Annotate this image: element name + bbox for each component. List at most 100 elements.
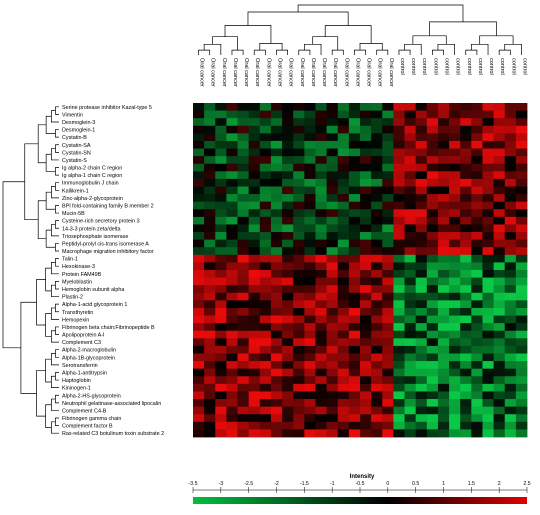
heatmap-cell: [226, 368, 238, 377]
heatmap-cell: [337, 110, 350, 119]
heatmap-cell: [360, 148, 372, 157]
heatmap-cell: [415, 247, 428, 256]
colorbar-title: Intensity: [350, 474, 375, 480]
heatmap-cell: [270, 330, 283, 339]
heatmap-cell: [270, 224, 283, 233]
heatmap-cell: [393, 140, 405, 149]
heatmap-cell: [282, 262, 294, 271]
heatmap-cell: [471, 270, 483, 278]
heatmap-cell: [270, 194, 283, 203]
heatmap-cell: [348, 103, 361, 111]
heatmap-cell: [515, 163, 528, 172]
heatmap-cell: [348, 307, 361, 316]
heatmap-cell: [204, 414, 216, 423]
heatmap-cell: [348, 110, 361, 119]
heatmap-cell: [304, 323, 316, 332]
heatmap-cell: [382, 239, 394, 248]
heatmap-cell: [515, 118, 528, 127]
heatmap-cell: [270, 209, 283, 218]
heatmap-cell: [248, 110, 261, 119]
heatmap-cell: [482, 270, 494, 278]
heatmap-cell: [404, 262, 417, 271]
heatmap-cell: [259, 110, 272, 119]
heatmap-cell: [460, 163, 472, 172]
heatmap-cell: [493, 414, 506, 423]
dendrogram-branch: [276, 49, 288, 55]
heatmap-cell: [326, 421, 339, 430]
heatmap-cell: [237, 353, 250, 362]
heatmap-cell: [193, 315, 205, 324]
heatmap-cell: [482, 118, 494, 127]
heatmap-cell: [293, 224, 305, 233]
heatmap-cell: [437, 178, 450, 187]
row-label: Peptidyl-prolyl cis-trans isomerase A: [62, 241, 149, 247]
heatmap-cell: [293, 345, 305, 354]
heatmap-cell: [460, 277, 472, 286]
heatmap-cell: [471, 315, 483, 324]
heatmap-cell: [337, 399, 350, 408]
heatmap-cell: [415, 171, 428, 180]
heatmap-cell: [404, 201, 417, 210]
heatmap-cell: [282, 232, 294, 241]
heatmap-cell: [404, 171, 417, 180]
heatmap-cell: [337, 224, 350, 233]
heatmap-cell: [437, 368, 450, 377]
heatmap-cell: [426, 414, 439, 423]
heatmap-cell: [204, 125, 216, 134]
heatmap-cell: [237, 171, 250, 180]
heatmap-cell: [460, 361, 472, 370]
heatmap-cell: [482, 345, 494, 354]
heatmap-cell: [215, 376, 227, 385]
heatmap-cell: [193, 429, 205, 438]
row-label: Complement C3: [62, 340, 101, 346]
heatmap-cell: [348, 178, 361, 187]
heatmap-cell: [204, 186, 216, 195]
heatmap-cell: [348, 148, 361, 157]
heatmap-cell: [482, 125, 494, 134]
heatmap-cell: [193, 345, 205, 354]
heatmap-cell: [449, 277, 461, 286]
dendrogram-branch: [298, 49, 311, 55]
heatmap-cell: [493, 232, 506, 241]
dendrogram-branch: [324, 25, 372, 44]
heatmap-cell: [471, 361, 483, 370]
colorbar: Intensity -3.5 -3 -2.5 -2 -1.5 -1 -0.5 0 0.5 1 1.5…: [189, 474, 531, 504]
heatmap-cell: [315, 148, 327, 157]
heatmap-cell: [437, 399, 450, 408]
heatmap-cell: [371, 178, 383, 187]
heatmap-cell: [304, 156, 316, 165]
heatmap-cell: [237, 414, 250, 423]
heatmap-cell: [360, 383, 372, 392]
heatmap-cell: [304, 421, 316, 430]
heatmap-cell: [270, 247, 283, 256]
heatmap-cell: [404, 330, 417, 339]
heatmap-cell: [326, 345, 339, 354]
heatmap-cell: [415, 270, 428, 278]
heatmap-cell: [360, 163, 372, 172]
heatmap-cell: [360, 118, 372, 127]
heatmap-cell: [493, 330, 506, 339]
heatmap-cell: [315, 300, 327, 309]
heatmap-cell: [360, 285, 372, 294]
heatmap-cell: [449, 353, 461, 362]
heatmap-cell: [237, 285, 250, 294]
dendrogram-branch: [259, 43, 283, 51]
heatmap-cell: [515, 277, 528, 286]
heatmap-cell: [337, 125, 350, 134]
row-label: Cystatin-SA: [62, 143, 91, 149]
heatmap-cell: [504, 125, 517, 134]
column-label: Oral cancer: [221, 58, 227, 87]
heatmap-cell: [371, 125, 383, 134]
heatmap-cell: [270, 186, 283, 195]
heatmap-cell: [515, 285, 528, 294]
row-label: Hemopexin: [62, 317, 89, 323]
row-label: Desmoglein-3: [62, 120, 95, 126]
heatmap-cell: [437, 338, 450, 347]
row-label: Complement factor B: [62, 424, 113, 430]
heatmap-cell: [282, 103, 294, 111]
heatmap-cell: [493, 277, 506, 286]
heatmap-cell: [449, 103, 461, 111]
column-label: control: [521, 58, 527, 75]
heatmap-cell: [270, 156, 283, 165]
heatmap-cell: [337, 201, 350, 210]
